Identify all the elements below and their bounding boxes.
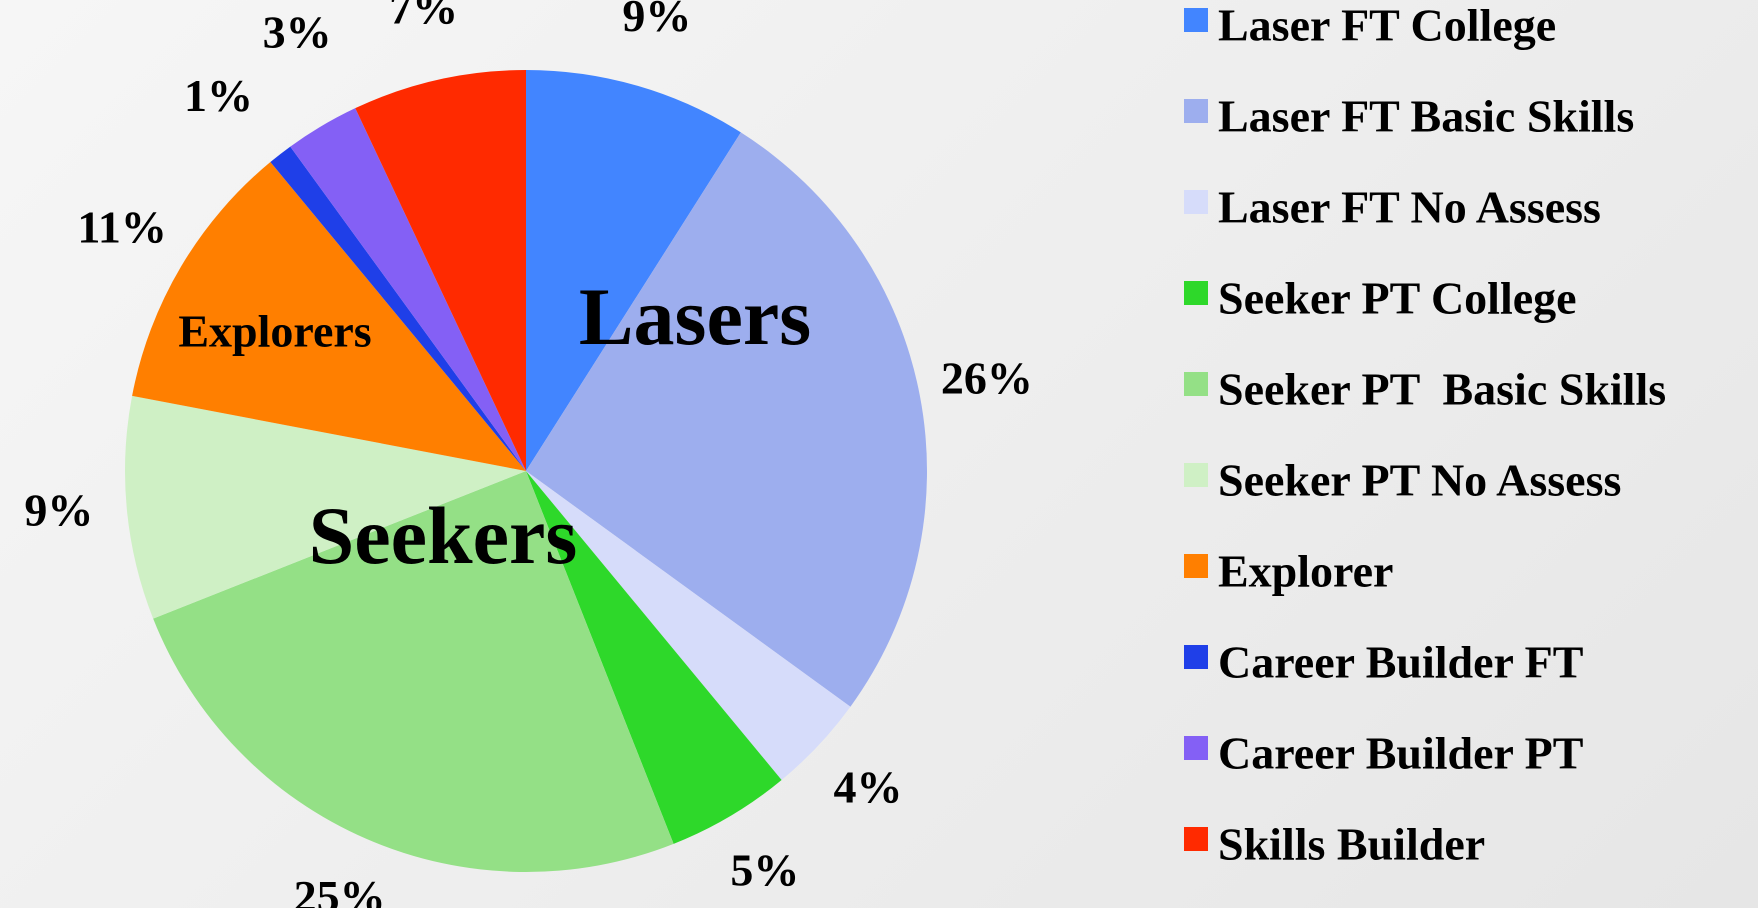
data-label: 5% — [730, 844, 799, 895]
legend-swatch — [1184, 736, 1208, 760]
legend-label: Laser FT College — [1218, 0, 1556, 51]
pie-slice — [526, 132, 927, 707]
legend-label: Laser FT No Assess — [1218, 182, 1601, 233]
legend-label: Career Builder PT — [1218, 728, 1583, 779]
legend-swatch — [1184, 372, 1208, 396]
data-label: 26% — [941, 353, 1033, 404]
legend-swatch — [1184, 281, 1208, 305]
legend-label: Career Builder FT — [1218, 637, 1583, 688]
annotation: Lasers — [579, 271, 811, 362]
legend-label: Seeker PT No Assess — [1218, 455, 1621, 506]
data-label: 1% — [184, 70, 253, 121]
pie-slice — [355, 70, 526, 471]
pie-slice — [270, 146, 526, 472]
pie-slice — [153, 471, 674, 873]
legend-swatch — [1184, 645, 1208, 669]
data-label: 9% — [24, 485, 93, 536]
legend-swatch — [1184, 554, 1208, 578]
legend-swatch — [1184, 99, 1208, 123]
legend-swatch — [1184, 463, 1208, 487]
data-label: 11% — [77, 202, 166, 253]
pie-slice — [526, 471, 851, 780]
legend-label: Explorer — [1218, 546, 1393, 597]
data-label: 9% — [622, 0, 691, 41]
pie-slice — [125, 395, 527, 619]
legend-swatch — [1184, 190, 1208, 214]
data-label: 4% — [834, 762, 903, 813]
legend-label: Seeker PT College — [1218, 273, 1577, 324]
data-label: 3% — [263, 7, 332, 58]
pie-slice — [526, 70, 741, 471]
legend-label: Seeker PT Basic Skills — [1218, 364, 1666, 415]
annotation: Seekers — [309, 490, 578, 581]
pie-slice — [132, 162, 526, 472]
pie-slice — [290, 108, 526, 471]
annotation: Explorers — [178, 306, 371, 357]
pie-slice — [526, 471, 782, 844]
legend-swatch — [1184, 8, 1208, 32]
legend-swatch — [1184, 827, 1208, 851]
data-label: 7% — [389, 0, 458, 34]
data-label: 25% — [294, 871, 386, 908]
legend-label: Skills Builder — [1218, 819, 1485, 870]
legend-label: Laser FT Basic Skills — [1218, 91, 1634, 142]
